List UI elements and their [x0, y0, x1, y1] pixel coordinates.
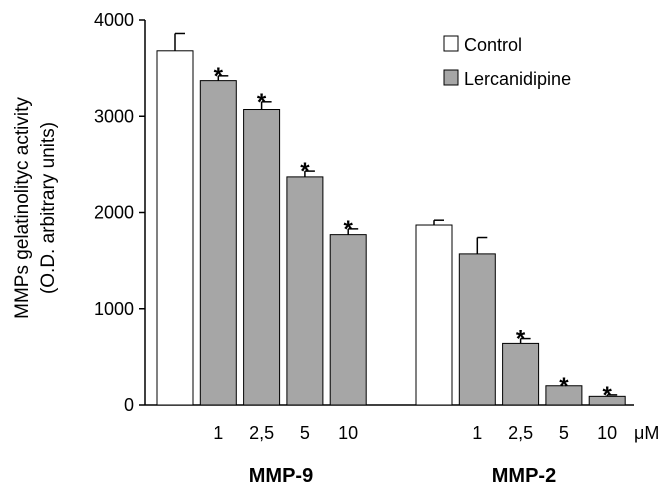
x-tick-label: 2,5 [249, 423, 274, 443]
significance-marker: * [516, 326, 526, 353]
y-axis-label: MMPs gelatinolityc activity [12, 97, 33, 319]
bar [415, 224, 453, 406]
significance-marker: * [300, 158, 310, 185]
x-tick-label: 1 [213, 423, 223, 443]
significance-marker: * [344, 216, 354, 243]
y-tick-label: 3000 [94, 106, 134, 126]
significance-marker: * [214, 63, 224, 90]
x-tick-label: 5 [300, 423, 310, 443]
legend: Control Lercanidipine [443, 35, 571, 89]
y-tick-label: 1000 [94, 299, 134, 319]
x-tick-label: 10 [597, 423, 617, 443]
significance-marker: * [603, 382, 613, 409]
bar [156, 50, 194, 406]
x-tick-label: 1 [472, 423, 482, 443]
legend-swatch-lercanidipine [443, 69, 459, 86]
y-axis-label-units: (O.D. arbitrary units) [38, 122, 59, 294]
bar [286, 176, 324, 406]
y-tick-label: 0 [124, 395, 134, 415]
y-tick-label: 2000 [94, 203, 134, 223]
x-tick-label: 2,5 [508, 423, 533, 443]
bar [199, 80, 237, 406]
y-tick-label: 4000 [94, 10, 134, 30]
x-tick-label: 10 [338, 423, 358, 443]
x-tick-label: 5 [559, 423, 569, 443]
x-unit-label: μM [634, 423, 659, 443]
bar [502, 342, 540, 406]
bar [545, 385, 583, 406]
group-label-mmp-2: MMP-2 [492, 465, 556, 487]
bar [243, 109, 281, 406]
legend-swatch-control [443, 35, 459, 52]
legend-label-lercanidipine: Lercanidipine [464, 69, 571, 89]
group-label-mmp-9: MMP-9 [249, 465, 313, 487]
bar [329, 234, 367, 406]
legend-label-control: Control [464, 35, 522, 55]
bar [458, 253, 496, 406]
significance-marker: * [559, 373, 569, 400]
significance-marker: * [257, 89, 267, 116]
